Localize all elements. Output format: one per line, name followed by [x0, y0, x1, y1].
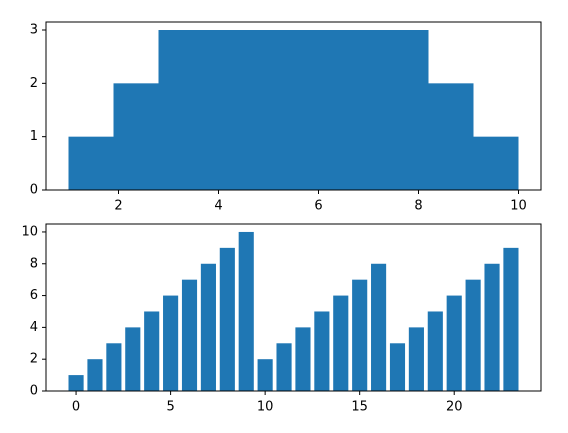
bar [125, 327, 141, 391]
bar [203, 30, 249, 190]
bar [248, 30, 294, 190]
y-tick-label: 3 [30, 23, 38, 38]
x-tick-label: 10 [257, 400, 274, 415]
bar [473, 136, 519, 190]
x-tick-label: 0 [72, 400, 80, 415]
y-tick-label: 0 [30, 384, 38, 399]
bar [338, 30, 384, 190]
bar [144, 311, 160, 391]
bar [219, 247, 235, 391]
x-tick-label: 10 [510, 199, 527, 214]
bar [352, 279, 368, 391]
x-tick-label: 5 [166, 400, 174, 415]
bar [113, 83, 159, 190]
bar [238, 231, 254, 391]
x-tick-label: 15 [351, 400, 368, 415]
x-tick-label: 4 [214, 199, 222, 214]
y-tick-label: 2 [30, 76, 38, 91]
bar [200, 263, 216, 391]
bar [158, 30, 204, 190]
y-tick-label: 6 [30, 288, 38, 303]
bar [293, 30, 339, 190]
y-tick-label: 10 [21, 224, 38, 239]
bar [383, 30, 429, 190]
x-tick-label: 20 [446, 400, 463, 415]
bar [389, 343, 406, 391]
bar [181, 279, 198, 391]
x-tick-label: 8 [414, 199, 422, 214]
y-tick-label: 2 [30, 352, 38, 367]
bar [106, 343, 122, 391]
x-tick-label: 2 [114, 199, 122, 214]
bar [257, 359, 273, 391]
bar [428, 83, 474, 190]
bar [68, 375, 84, 391]
bar [87, 359, 103, 391]
bar [446, 295, 462, 391]
bar [408, 327, 424, 391]
y-tick-label: 1 [30, 129, 38, 144]
axes-frame [45, 223, 542, 392]
bar [314, 311, 330, 391]
bar [465, 279, 481, 391]
bar [68, 136, 114, 190]
bar [503, 247, 519, 391]
y-tick-label: 0 [30, 183, 38, 198]
bar [333, 295, 349, 391]
axes-frame [45, 21, 542, 191]
y-tick-label: 4 [30, 320, 38, 335]
bar [276, 343, 292, 391]
bar [163, 295, 179, 391]
bar [371, 263, 387, 391]
x-tick-label: 6 [314, 199, 322, 214]
bar [427, 311, 443, 391]
bar [484, 263, 500, 391]
y-tick-label: 8 [30, 256, 38, 271]
bar [295, 327, 311, 391]
